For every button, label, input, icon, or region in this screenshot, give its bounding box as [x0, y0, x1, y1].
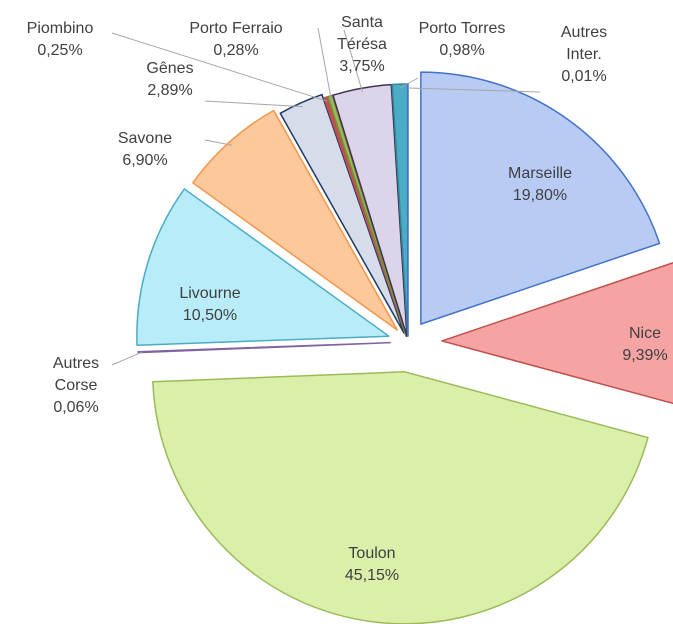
value-label: 9,39%: [622, 347, 668, 364]
value-label: 19,80%: [512, 187, 568, 204]
leader-line: [343, 29, 363, 93]
value-label: 0,01%: [561, 68, 607, 85]
value-label: 0,98%: [439, 42, 485, 59]
pie-slice: [441, 261, 673, 405]
value-label: 10,50%: [182, 307, 238, 324]
category-label: Toulon: [348, 545, 396, 562]
value-label: 2,89%: [147, 82, 193, 99]
data-label: Porto Torres 0,98%: [407, 18, 517, 62]
pie-slice: [152, 371, 649, 624]
category-label: Autres Corse: [52, 355, 100, 394]
value-label: 6,90%: [122, 152, 168, 169]
pie-slice: [192, 109, 399, 331]
leader-line: [111, 32, 328, 102]
data-label: Porto Ferraio 0,28%: [176, 18, 296, 62]
data-label: Autres Inter. 0,01%: [549, 22, 619, 88]
data-label: Marseille 19,80%: [490, 163, 590, 207]
data-label: Livourne 10,50%: [160, 283, 260, 327]
data-label: Toulon 45,15%: [322, 543, 422, 587]
category-label: Gênes: [146, 60, 194, 77]
category-label: Porto Ferraio: [189, 20, 283, 37]
data-label: Santa Térésa 3,75%: [332, 12, 392, 78]
value-label: 0,06%: [53, 399, 99, 416]
leader-line: [317, 27, 332, 100]
value-label: 0,25%: [37, 42, 83, 59]
leader-line: [399, 77, 419, 89]
data-label: Autres Corse 0,06%: [46, 353, 106, 419]
category-label: Nice: [628, 325, 661, 342]
leader-line: [204, 139, 233, 146]
category-label: Santa Térésa: [337, 14, 387, 53]
category-label: Autres Inter.: [560, 24, 608, 63]
data-label: Savone 6,90%: [105, 128, 185, 172]
pie-slice: [137, 341, 391, 354]
pie-slice: [420, 71, 661, 325]
leader-line: [204, 100, 303, 108]
data-label: Piombino 0,25%: [15, 18, 105, 62]
category-label: Porto Torres: [418, 20, 506, 37]
category-label: Savone: [117, 130, 173, 147]
leader-line: [407, 87, 541, 93]
leader-line: [111, 351, 143, 366]
pie-slice: [136, 188, 390, 346]
data-label: Nice 9,39%: [615, 323, 673, 367]
data-label: Gênes 2,89%: [130, 58, 210, 102]
value-label: 3,75%: [339, 58, 385, 75]
value-label: 0,28%: [213, 42, 259, 59]
category-label: Marseille: [507, 165, 572, 182]
value-label: 45,15%: [344, 567, 400, 584]
category-label: Piombino: [26, 20, 94, 37]
category-label: Livourne: [179, 285, 241, 302]
pie-slice: [279, 93, 405, 334]
